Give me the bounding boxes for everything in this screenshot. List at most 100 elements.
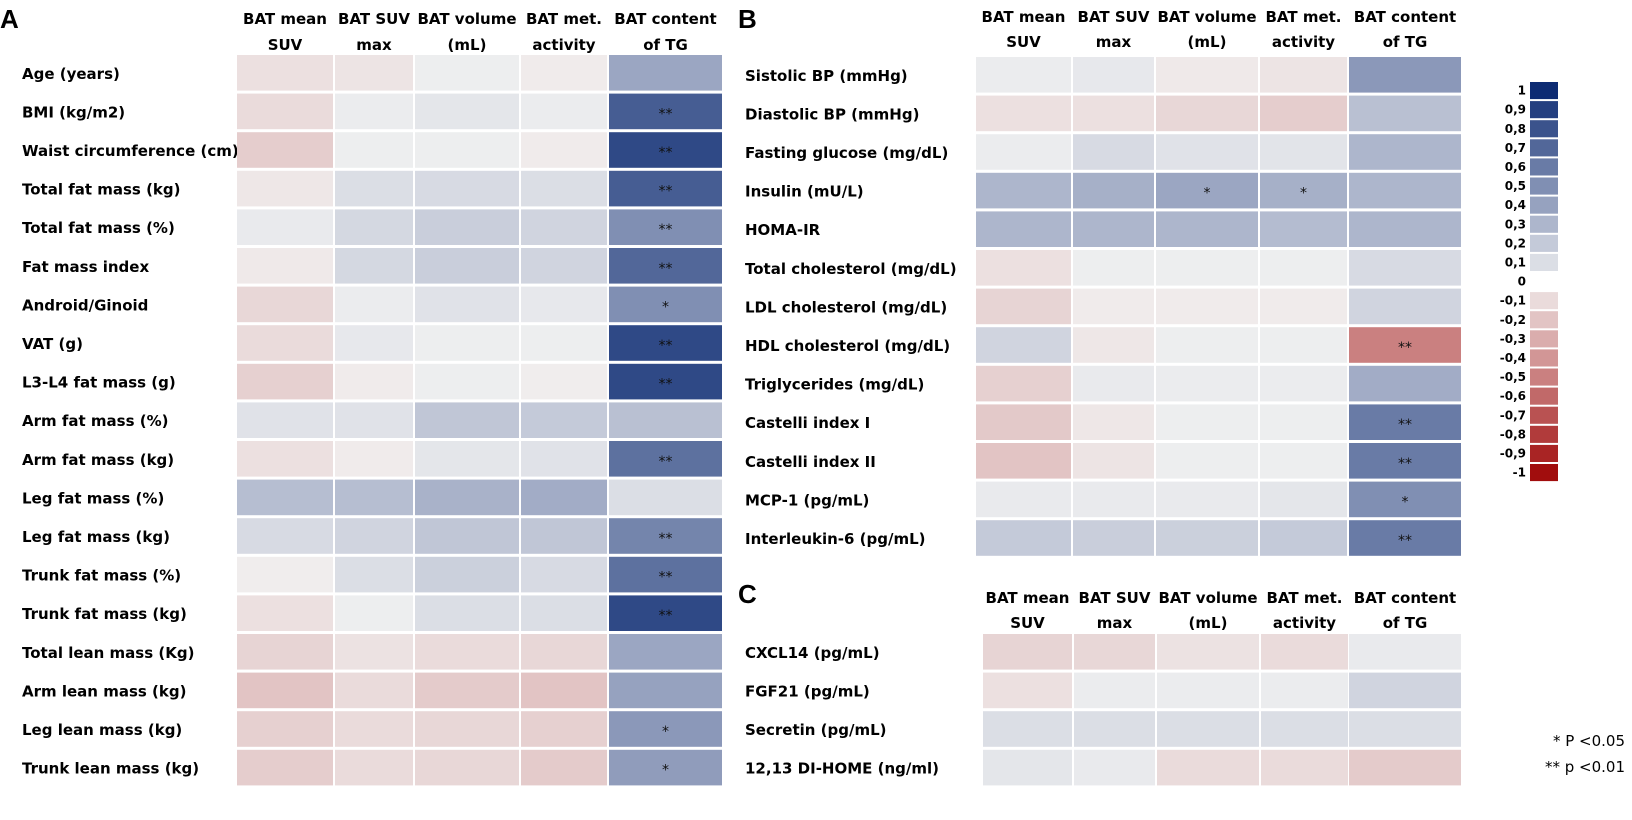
heatmap-cell: [1156, 443, 1258, 479]
heatmap-cell: [335, 556, 413, 593]
heatmap-cell: [335, 286, 413, 323]
heatmap-cell: [415, 634, 519, 670]
heatmap-cell: [976, 404, 1071, 440]
significance-marker: **: [1398, 417, 1412, 433]
legend-tick-label: -0,7: [1500, 408, 1526, 422]
row-label-leg-fat-mass: Leg fat mass (%): [22, 489, 164, 507]
heatmap-cell: [1349, 749, 1461, 786]
row-label-trunk-fat-mass: Trunk fat mass (%): [22, 567, 181, 585]
heatmap-cell: [1349, 327, 1461, 363]
heatmap-cell: [237, 518, 333, 554]
heatmap-cell: [335, 634, 413, 670]
legend-swatch: [1530, 330, 1558, 348]
heatmap-cell: [1349, 443, 1461, 479]
heatmap-cell: [609, 749, 722, 786]
legend-tick-label: 0,5: [1505, 179, 1526, 193]
heatmap-cell: [976, 172, 1071, 209]
column-header-bat-met-activity: BAT met. activity: [1265, 8, 1341, 51]
legend-tick-label: -0,3: [1500, 332, 1526, 346]
significance-marker: **: [659, 145, 673, 161]
heatmap-cell: [335, 363, 413, 400]
significance-marker: **: [659, 454, 673, 470]
heatmap-cell: [415, 325, 519, 361]
heatmap-cell: [335, 595, 413, 631]
row-label-total-cholesterol-mg-dl: Total cholesterol (mg/dL): [745, 260, 957, 278]
heatmap-cell: [976, 520, 1071, 556]
heatmap-cell: [335, 170, 413, 207]
heatmap-cell: [1349, 57, 1461, 93]
significance-marker: **: [659, 608, 673, 624]
column-header-bat-volume-ml: BAT volume (mL): [1157, 8, 1256, 51]
heatmap-cell: [521, 441, 607, 477]
legend-swatch: [1530, 101, 1558, 119]
significance-marker: **: [659, 261, 673, 277]
legend-swatch: [1530, 311, 1558, 329]
heatmap-cell: [237, 634, 333, 670]
heatmap-cell: [415, 711, 519, 747]
heatmap-cell: [237, 170, 333, 207]
heatmap-cell: [521, 325, 607, 361]
heatmap-cell: [335, 402, 413, 438]
column-header-bat-volume-ml: BAT volume (mL): [417, 10, 516, 54]
legend-tick-label: -0,5: [1500, 370, 1526, 384]
heatmap-cell: [237, 441, 333, 477]
heatmap-cell: [609, 479, 722, 516]
row-label-arm-fat-mass-kg: Arm fat mass (kg): [22, 451, 174, 469]
heatmap-cell: [237, 55, 333, 91]
heatmap-cell: [1156, 57, 1258, 93]
heatmap-cell: [976, 134, 1071, 170]
heatmap-cell: [415, 55, 519, 91]
heatmap-cell: [1073, 172, 1154, 209]
heatmap-cell: [1349, 288, 1461, 325]
legend-tick-label: -0,6: [1500, 389, 1526, 403]
heatmap-cell: [976, 481, 1071, 518]
heatmap-cell: [237, 711, 333, 747]
heatmap-cell: [1260, 481, 1347, 518]
legend-tick-label: -1: [1513, 466, 1526, 480]
column-header-bat-content-of-tg: BAT content of TG: [1354, 589, 1456, 632]
heatmap-cell: [1157, 672, 1259, 709]
legend-swatch: [1530, 139, 1558, 157]
row-label-diastolic-bp-mmhg: Diastolic BP (mmHg): [745, 105, 919, 123]
heatmap-cell: [335, 325, 413, 361]
heatmap-cell: [1157, 749, 1259, 786]
heatmap-cell: [1349, 95, 1461, 132]
heatmap-cell: [1156, 172, 1258, 209]
heatmap-cell: [1260, 134, 1347, 170]
row-label-secretin-pg-ml: Secretin (pg/mL): [745, 721, 887, 739]
heatmap-cell: [1156, 481, 1258, 518]
heatmap-cell: [609, 518, 722, 554]
heatmap-cell: [1073, 520, 1154, 556]
heatmap-cell: [1074, 634, 1155, 670]
heatmap-cell: [983, 634, 1072, 670]
heatmap-cell: [415, 170, 519, 207]
heatmap-cell: [1074, 711, 1155, 747]
heatmap-cell: [521, 170, 607, 207]
heatmap-cell: [335, 93, 413, 130]
heatmap-cell: [335, 749, 413, 786]
heatmap-cell: [521, 479, 607, 516]
column-header-bat-mean-suv: BAT mean SUV: [243, 10, 327, 54]
heatmap-cell: [1261, 634, 1348, 670]
legend-swatch: [1530, 349, 1558, 367]
heatmap-cell: [609, 286, 722, 323]
significance-marker: *: [662, 724, 669, 740]
panel-letter: C: [738, 579, 757, 609]
heatmap-cell: [976, 211, 1071, 247]
row-label-trunk-lean-mass-kg: Trunk lean mass (kg): [22, 760, 199, 778]
legend-tick-label: -0,2: [1500, 313, 1526, 327]
heatmap-cell: [1074, 749, 1155, 786]
heatmap-cell: [521, 595, 607, 631]
legend-swatch: [1530, 464, 1558, 482]
heatmap-cell: [976, 443, 1071, 479]
column-header-bat-mean-suv: BAT mean SUV: [986, 589, 1070, 632]
heatmap-cell: [237, 595, 333, 631]
significance-marker: **: [659, 106, 673, 122]
row-label-mcp-1-pg-ml: MCP-1 (pg/mL): [745, 491, 869, 509]
heatmap-cell: [415, 479, 519, 516]
heatmap-cell: [1073, 57, 1154, 93]
heatmap-cell: [237, 209, 333, 245]
heatmap-cell: [415, 209, 519, 245]
heatmap-cell: [1073, 211, 1154, 247]
heatmap-cell: [609, 209, 722, 245]
